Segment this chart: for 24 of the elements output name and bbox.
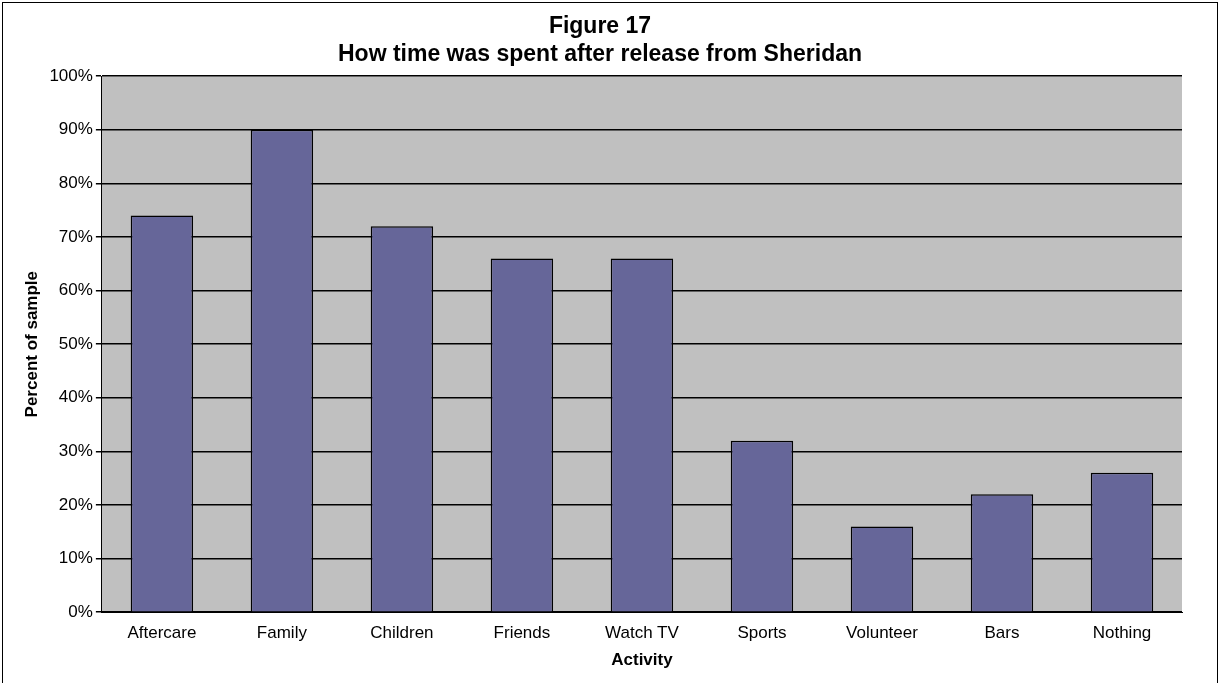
y-tick-label: 20% bbox=[58, 494, 93, 514]
y-tick-label: 0% bbox=[68, 601, 93, 621]
y-axis-title: Percent of sample bbox=[21, 270, 41, 418]
y-tick-label: 100% bbox=[49, 65, 93, 85]
y-tick-label: 80% bbox=[58, 173, 93, 193]
y-tick-label: 40% bbox=[58, 387, 93, 407]
y-tick-label: 50% bbox=[58, 333, 93, 353]
y-tick-label: 60% bbox=[58, 280, 93, 300]
x-tick-label: Aftercare bbox=[127, 623, 197, 643]
y-tick-label: 70% bbox=[58, 226, 93, 246]
x-tick-label: Watch TV bbox=[605, 623, 680, 643]
x-tick-label: Sports bbox=[737, 623, 787, 643]
x-tick-label: Volunteer bbox=[846, 623, 919, 643]
x-axis-title: Activity bbox=[611, 650, 674, 670]
y-tick-label: 90% bbox=[58, 119, 93, 139]
y-tick-label: 30% bbox=[58, 441, 93, 461]
text: How time was spent after release from Sheridan bbox=[337, 39, 863, 66]
x-tick-label: Family bbox=[256, 623, 308, 643]
x-tick-label: Friends bbox=[493, 623, 551, 643]
x-tick-label: Children bbox=[370, 623, 434, 643]
x-tick-label: Nothing bbox=[1092, 623, 1152, 643]
x-tick-label: Bars bbox=[984, 623, 1020, 643]
text: Figure 17 bbox=[548, 12, 652, 39]
y-tick-label: 10% bbox=[58, 548, 93, 568]
